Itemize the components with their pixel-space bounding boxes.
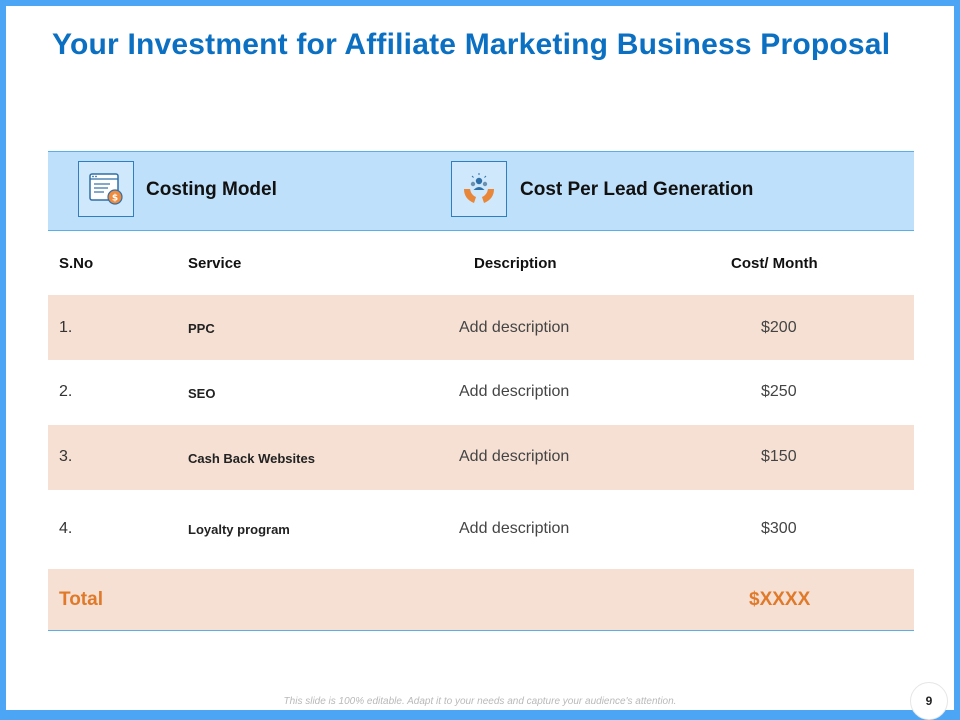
page-number: 9 (910, 682, 948, 720)
row-service: SEO (188, 386, 216, 401)
hands-people-icon (451, 161, 507, 217)
row-sno: 1. (59, 319, 73, 336)
cost-per-lead-label: Cost Per Lead Generation (520, 179, 754, 200)
row-sno: 2. (59, 383, 73, 400)
row-cost: $300 (761, 520, 797, 537)
row-cost: $150 (761, 448, 797, 465)
row-sno: 4. (59, 520, 73, 537)
row-service: PPC (188, 321, 215, 336)
slide-title: Your Investment for Affiliate Marketing … (52, 28, 891, 61)
row-description: Add description (459, 383, 570, 400)
table-row: 2. SEO Add description $250 (48, 360, 914, 425)
investment-table: $ Costing Model Cost Per Lead Generation (48, 151, 914, 631)
table-row: 4. Loyalty program Add description $300 (48, 490, 914, 569)
column-header-cost: Cost/ Month (731, 255, 818, 272)
table-column-headers: S.No Service Description Cost/ Month (48, 231, 914, 295)
total-row: Total $XXXX (48, 569, 914, 631)
total-value: $XXXX (749, 589, 811, 610)
row-sno: 3. (59, 448, 73, 465)
row-description: Add description (459, 319, 570, 336)
invoice-icon: $ (78, 161, 134, 217)
table-row: 1. PPC Add description $200 (48, 295, 914, 360)
column-header-description: Description (474, 255, 557, 272)
column-header-sno: S.No (59, 255, 94, 272)
row-description: Add description (459, 448, 570, 465)
table-row: 3. Cash Back Websites Add description $1… (48, 425, 914, 490)
row-cost: $200 (761, 319, 797, 336)
footer-note: This slide is 100% editable. Adapt it to… (283, 696, 677, 707)
row-service: Cash Back Websites (188, 451, 315, 466)
row-cost: $250 (761, 383, 797, 400)
row-description: Add description (459, 520, 570, 537)
table-header-band: $ Costing Model Cost Per Lead Generation (48, 151, 914, 231)
total-label: Total (59, 589, 103, 610)
costing-model-label: Costing Model (146, 179, 277, 200)
svg-text:$: $ (112, 194, 118, 204)
column-header-service: Service (188, 255, 242, 272)
row-service: Loyalty program (188, 522, 290, 537)
